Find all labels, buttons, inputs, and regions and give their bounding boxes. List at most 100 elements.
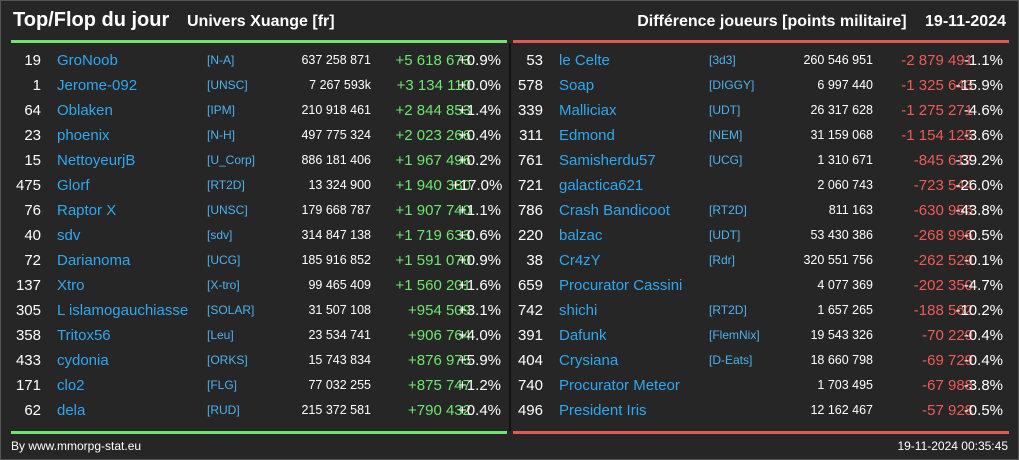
player-name-link[interactable]: Procurator Meteor: [559, 377, 680, 394]
alliance-link[interactable]: [UDT]: [709, 103, 741, 117]
player-name-link[interactable]: GroNoob: [57, 52, 118, 69]
percent-cell: -3.6%: [963, 127, 1003, 144]
percent-cell: +1.6%: [458, 277, 501, 294]
rank-cell: 53: [526, 52, 543, 69]
alliance-link[interactable]: [ORKS]: [207, 353, 248, 367]
rank-cell: 38: [526, 252, 543, 269]
percent-cell: -0.5%: [963, 227, 1003, 244]
alliance-link[interactable]: [DIGGY]: [709, 78, 755, 92]
points-cell: 497 775 324: [301, 128, 371, 142]
points-cell: 31 507 108: [308, 303, 371, 317]
table-row: 19 GroNoob [N-A] 637 258 871 +5 618 673 +0.9%: [11, 48, 507, 73]
difference-cell: -1 325 643: [901, 77, 973, 94]
player-name-link[interactable]: Glorf: [57, 177, 90, 194]
points-cell: 811 163: [828, 203, 873, 217]
table-row: 742 shichi [RT2D] 1 657 265 -188 562 -10.2%: [513, 298, 1009, 323]
percent-cell: -43.8%: [955, 202, 1003, 219]
rank-cell: 740: [517, 377, 543, 394]
rank-cell: 358: [15, 327, 41, 344]
alliance-link[interactable]: [NEM]: [709, 128, 743, 142]
alliance-link[interactable]: [UDT]: [709, 228, 741, 242]
table-row: 62 dela [RUD] 215 372 581 +790 432 +0.4%: [11, 398, 507, 423]
top-accent-bar: [11, 40, 507, 43]
player-name-link[interactable]: President Iris: [559, 402, 647, 419]
difference-cell: +1 967 496: [395, 152, 472, 169]
difference-cell: +954 509: [408, 302, 471, 319]
player-name-link[interactable]: phoenix: [57, 127, 110, 144]
alliance-link[interactable]: [FLG]: [207, 378, 238, 392]
player-name-link[interactable]: Soap: [559, 77, 595, 94]
difference-cell: -2 879 491: [901, 52, 973, 69]
points-cell: 320 551 756: [803, 253, 873, 267]
percent-cell: +0.0%: [458, 77, 501, 94]
points-cell: 77 032 255: [308, 378, 371, 392]
player-name-link[interactable]: le Celte: [559, 52, 610, 69]
universe-label: Univers Xuange [fr]: [187, 13, 335, 30]
player-name-link[interactable]: Samisherdu57: [559, 152, 656, 169]
player-name-link[interactable]: Crysiana: [559, 352, 619, 369]
alliance-link[interactable]: [RUD]: [207, 403, 240, 417]
alliance-link[interactable]: [N-H]: [207, 128, 235, 142]
points-cell: 637 258 871: [301, 53, 371, 67]
difference-cell: -202 350: [913, 277, 973, 294]
player-name-link[interactable]: shichi: [559, 302, 598, 319]
alliance-link[interactable]: [SOLAR]: [207, 303, 255, 317]
rank-cell: 339: [517, 102, 543, 119]
player-name-link[interactable]: cydonia: [57, 352, 109, 369]
alliance-link[interactable]: [RT2D]: [207, 178, 245, 192]
player-name-link[interactable]: clo2: [57, 377, 85, 394]
alliance-link[interactable]: [N-A]: [207, 53, 235, 67]
percent-cell: -26.0%: [955, 177, 1003, 194]
player-name-link[interactable]: galactica621: [559, 177, 644, 194]
player-name-link[interactable]: Procurator Cassini: [559, 277, 683, 294]
player-name-link[interactable]: sdv: [57, 227, 81, 244]
alliance-link[interactable]: [Rdr]: [709, 253, 736, 267]
table-row: 64 Oblaken [IPM] 210 918 461 +2 844 853 +1.4%: [11, 98, 507, 123]
rank-cell: 659: [517, 277, 543, 294]
player-name-link[interactable]: Jerome-092: [57, 77, 138, 94]
player-name-link[interactable]: Cr4zY: [559, 252, 601, 269]
player-name-link[interactable]: NettoyeurjB: [57, 152, 136, 169]
timestamp-text: 19-11-2024 00:35:45: [897, 439, 1008, 453]
alliance-link[interactable]: [RT2D]: [709, 203, 747, 217]
rank-cell: 433: [15, 352, 41, 369]
alliance-link[interactable]: [3d3]: [709, 53, 736, 67]
alliance-link[interactable]: [FlemNix]: [709, 328, 760, 342]
alliance-link[interactable]: [IPM]: [207, 103, 236, 117]
difference-cell: +1 719 633: [395, 227, 472, 244]
alliance-link[interactable]: [Leu]: [207, 328, 234, 342]
rank-cell: 475: [15, 177, 41, 194]
table-row: 40 sdv [sdv] 314 847 138 +1 719 633 +0.6%: [11, 223, 507, 248]
player-name-link[interactable]: balzac: [559, 227, 603, 244]
table-row: 433 cydonia [ORKS] 15 743 834 +876 975 +5.9%: [11, 348, 507, 373]
player-name-link[interactable]: Edmond: [559, 127, 615, 144]
alliance-link[interactable]: [X-tro]: [207, 278, 240, 292]
percent-cell: +5.9%: [458, 352, 501, 369]
player-name-link[interactable]: Crash Bandicoot: [559, 202, 670, 219]
alliance-link[interactable]: [D-Eats]: [709, 353, 753, 367]
player-name-link[interactable]: Darianoma: [57, 252, 131, 269]
player-name-link[interactable]: Malliciax: [559, 102, 617, 119]
alliance-link[interactable]: [UNSC]: [207, 203, 248, 217]
player-name-link[interactable]: Tritox56: [57, 327, 111, 344]
player-name-link[interactable]: Dafunk: [559, 327, 607, 344]
rank-cell: 311: [519, 127, 543, 144]
difference-cell: +3 134 110: [396, 77, 471, 94]
table-row: 171 clo2 [FLG] 77 032 255 +875 747 +1.2%: [11, 373, 507, 398]
player-name-link[interactable]: dela: [57, 402, 86, 419]
difference-cell: +906 764: [408, 327, 471, 344]
player-name-link[interactable]: Raptor X: [57, 202, 117, 219]
alliance-link[interactable]: [RT2D]: [709, 303, 747, 317]
player-name-link[interactable]: Oblaken: [57, 102, 113, 119]
alliance-link[interactable]: [UCG]: [709, 153, 743, 167]
alliance-link[interactable]: [U_Corp]: [207, 153, 256, 167]
percent-cell: +0.9%: [458, 252, 501, 269]
percent-cell: -10.2%: [955, 302, 1003, 319]
table-row: 786 Crash Bandicoot [RT2D] 811 163 -630 956-…: [513, 198, 1009, 223]
player-name-link[interactable]: L islamogauchiasse: [57, 302, 189, 319]
alliance-link[interactable]: [UNSC]: [207, 78, 248, 92]
player-name-link[interactable]: Xtro: [57, 277, 85, 294]
alliance-link[interactable]: [UCG]: [207, 253, 241, 267]
alliance-link[interactable]: [sdv]: [207, 228, 233, 242]
points-cell: 2 060 743: [817, 178, 873, 192]
